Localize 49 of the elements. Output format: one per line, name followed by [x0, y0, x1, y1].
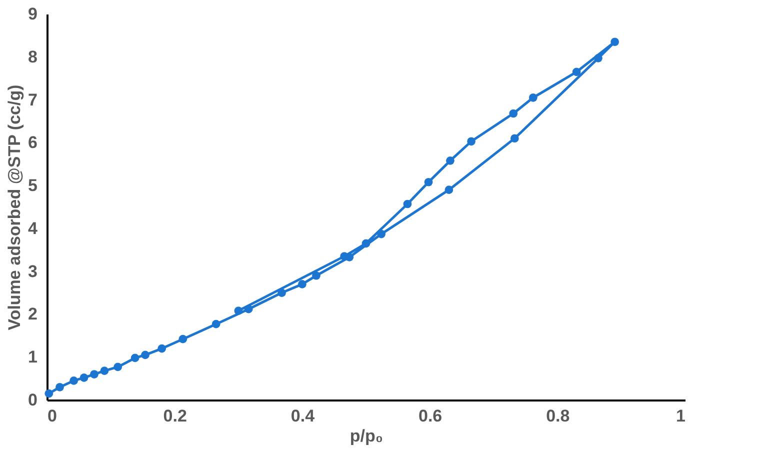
point — [244, 304, 253, 314]
x-axis-title: p/p₀ — [350, 426, 384, 446]
point — [278, 288, 286, 297]
point — [234, 306, 243, 315]
y-axis-title: Volume adsorbed @STP (cc/g) — [5, 84, 24, 330]
point — [510, 134, 519, 143]
point — [340, 252, 348, 260]
x-tick-label: 1 — [676, 406, 686, 426]
x-tick-label: 0.2 — [163, 406, 187, 426]
point — [100, 366, 109, 376]
point — [158, 344, 166, 353]
y-tick-label: 7 — [28, 90, 38, 110]
point — [114, 362, 122, 372]
x-tick-label: 0.8 — [546, 406, 570, 426]
x-tick-label: 0.6 — [418, 406, 442, 426]
point — [444, 186, 454, 194]
point — [424, 178, 433, 186]
point — [362, 239, 370, 248]
point — [130, 354, 140, 362]
point — [610, 38, 620, 46]
point — [572, 68, 581, 76]
point — [80, 374, 88, 382]
point — [90, 370, 98, 378]
x-tick-label: 0 — [48, 406, 57, 426]
point — [377, 230, 386, 238]
y-tick-label: 6 — [28, 133, 38, 152]
point — [212, 320, 220, 328]
point — [403, 200, 412, 208]
point — [178, 334, 188, 344]
point — [56, 382, 64, 392]
point — [528, 93, 538, 102]
point — [312, 271, 320, 280]
y-tick-label: 0 — [28, 390, 38, 410]
y-tick-label: 2 — [28, 304, 38, 324]
y-tick-label: 9 — [28, 4, 38, 24]
point — [298, 280, 306, 288]
y-tick-label: 3 — [28, 262, 38, 281]
y-tick-label: 8 — [28, 47, 38, 66]
point — [594, 54, 602, 62]
y-tick-label: 1 — [28, 348, 38, 367]
point — [44, 389, 54, 398]
x-tick-label: 0.4 — [290, 406, 316, 426]
y-tick-label: 5 — [28, 176, 38, 196]
point — [467, 137, 476, 146]
point — [141, 350, 150, 360]
y-tick-label: 4 — [28, 218, 38, 238]
point — [446, 156, 454, 165]
point — [509, 109, 518, 118]
point — [70, 376, 78, 385]
